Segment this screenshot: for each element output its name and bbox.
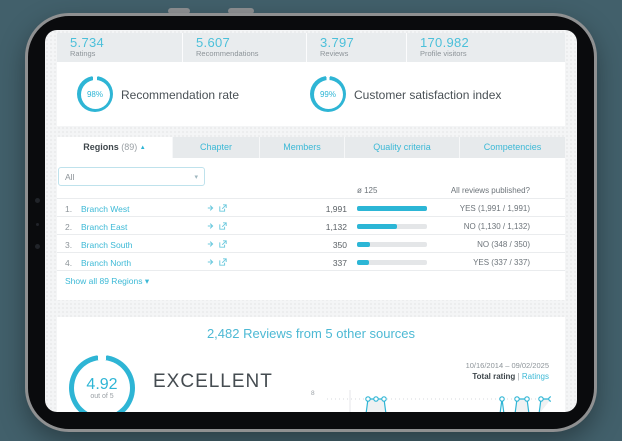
row-index: 3. [65, 240, 73, 250]
ratings-toggle[interactable]: Ratings [521, 372, 549, 381]
score-value: 4.92 [86, 375, 118, 393]
review-count: 350 [332, 240, 347, 250]
regions-card: Regions (89) ▲ Chapter Members Quality c… [57, 137, 565, 300]
stat-value: 170.982 [420, 35, 470, 50]
front-camera-icon [35, 198, 40, 203]
tab-label: Regions [83, 142, 119, 152]
table-row: 1. Branch West 1,991 YES (1,991 / 1,991) [57, 198, 565, 217]
external-link-icon[interactable] [219, 240, 227, 248]
score-subtitle: out of 5 [90, 392, 114, 400]
tab-competencies[interactable]: Competencies [460, 137, 565, 158]
tablet-power-button [168, 8, 190, 14]
branch-link[interactable]: Branch North [81, 258, 132, 268]
stat-label: Profile visitors [420, 49, 467, 58]
tablet-volume-button [228, 8, 254, 14]
review-meta: 10/16/2014 – 09/02/2025 Total rating | R… [466, 361, 549, 381]
stat-recommendations: 5.607 Recommendations [183, 33, 307, 62]
region-filter-dropdown[interactable]: All ▾ [58, 167, 205, 186]
gauge-value: 99% [319, 89, 336, 99]
chart-ytick: 8 [311, 390, 315, 397]
divider [57, 270, 565, 271]
dashboard-screen: 5.734 Ratings 5.607 Recommendations 3.79… [45, 30, 577, 412]
tab-bar: Regions (89) ▲ Chapter Members Quality c… [57, 137, 565, 158]
other-sources-card: 2,482 Reviews from 5 other sources 4.92 … [57, 317, 565, 412]
table-row: 3. Branch South 350 NO (348 / 350) [57, 234, 565, 253]
row-index: 1. [65, 204, 73, 214]
review-count: 337 [332, 258, 347, 268]
published-status: YES (1,991 / 1,991) [459, 204, 530, 213]
review-bar [357, 260, 427, 265]
gauge-label: Recommendation rate [121, 88, 240, 102]
table-row: 2. Branch East 1,132 NO (1,130 / 1,132) [57, 216, 565, 235]
recommendation-rate-gauge: 98% [77, 76, 113, 112]
chevron-down-icon: ▾ [144, 276, 150, 286]
ratings-sparkline-chart [327, 390, 551, 412]
show-all-label: Show all 89 Regions [65, 276, 143, 286]
stat-ratings: 5.734 Ratings [57, 33, 183, 62]
row-index: 4. [65, 258, 73, 268]
sensor-dot-icon [36, 223, 39, 226]
stat-label: Reviews [320, 49, 349, 58]
sensor-dot-icon [35, 244, 40, 249]
tab-count: (89) [121, 142, 138, 152]
gauges-row: 98% Recommendation rate 99% Customer sat… [57, 62, 565, 126]
gauge-value: 98% [86, 89, 103, 99]
table-row: 4. Branch North 337 YES (337 / 337) [57, 252, 565, 271]
tab-quality-criteria[interactable]: Quality criteria [345, 137, 460, 158]
average-header: ø 125 [357, 186, 378, 195]
chevron-down-icon: ▾ [194, 173, 198, 181]
rating-toggle: Total rating | Ratings [466, 372, 549, 381]
dropdown-value: All [65, 171, 75, 182]
review-bar [357, 224, 427, 229]
stat-profile-visitors: 170.982 Profile visitors [407, 33, 565, 62]
stat-value: 5.734 [70, 35, 105, 50]
review-bar [357, 206, 427, 211]
tab-members[interactable]: Members [260, 137, 345, 158]
review-count: 1,132 [325, 222, 347, 232]
stat-value: 3.797 [320, 35, 355, 50]
tablet-frame: 5.734 Ratings 5.607 Recommendations 3.79… [25, 13, 597, 432]
stat-value: 5.607 [196, 35, 231, 50]
grade-label: EXCELLENT [153, 371, 273, 392]
tab-regions[interactable]: Regions (89) ▲ [57, 137, 173, 158]
branch-link[interactable]: Branch East [81, 222, 128, 232]
table-header: ø 125 All reviews published? [57, 186, 565, 198]
total-score-gauge: 4.92 out of 5 [69, 355, 135, 412]
review-count: 1,991 [325, 204, 347, 214]
published-header: All reviews published? [450, 186, 530, 195]
stat-label: Ratings [70, 49, 96, 58]
stat-reviews: 3.797 Reviews [307, 33, 407, 62]
show-all-regions-link[interactable]: Show all 89 Regions ▾ [65, 276, 149, 287]
external-link-icon[interactable] [219, 204, 227, 212]
share-icon[interactable] [207, 204, 215, 212]
toggle-separator: | [517, 372, 520, 381]
share-icon[interactable] [207, 222, 215, 230]
stats-band: 5.734 Ratings 5.607 Recommendations 3.79… [57, 33, 565, 62]
tab-chapter[interactable]: Chapter [173, 137, 260, 158]
total-rating-toggle[interactable]: Total rating [472, 372, 516, 381]
satisfaction-index-gauge: 99% [310, 76, 346, 112]
row-index: 2. [65, 222, 73, 232]
date-range: 10/16/2014 – 09/02/2025 [465, 361, 549, 370]
other-sources-title: 2,482 Reviews from 5 other sources [206, 326, 416, 341]
external-link-icon[interactable] [219, 258, 227, 266]
branch-link[interactable]: Branch South [81, 240, 133, 250]
gauge-label: Customer satisfaction index [354, 88, 502, 102]
review-bar [357, 242, 427, 247]
share-icon[interactable] [207, 258, 215, 266]
published-status: YES (337 / 337) [473, 258, 530, 267]
published-status: NO (348 / 350) [477, 240, 530, 249]
kpi-card: 5.734 Ratings 5.607 Recommendations 3.79… [57, 33, 565, 126]
branch-link[interactable]: Branch West [81, 204, 130, 214]
share-icon[interactable] [207, 240, 215, 248]
chevron-up-icon: ▲ [139, 145, 146, 151]
external-link-icon[interactable] [219, 222, 227, 230]
stat-label: Recommendations [196, 49, 259, 58]
published-status: NO (1,130 / 1,132) [463, 222, 530, 231]
